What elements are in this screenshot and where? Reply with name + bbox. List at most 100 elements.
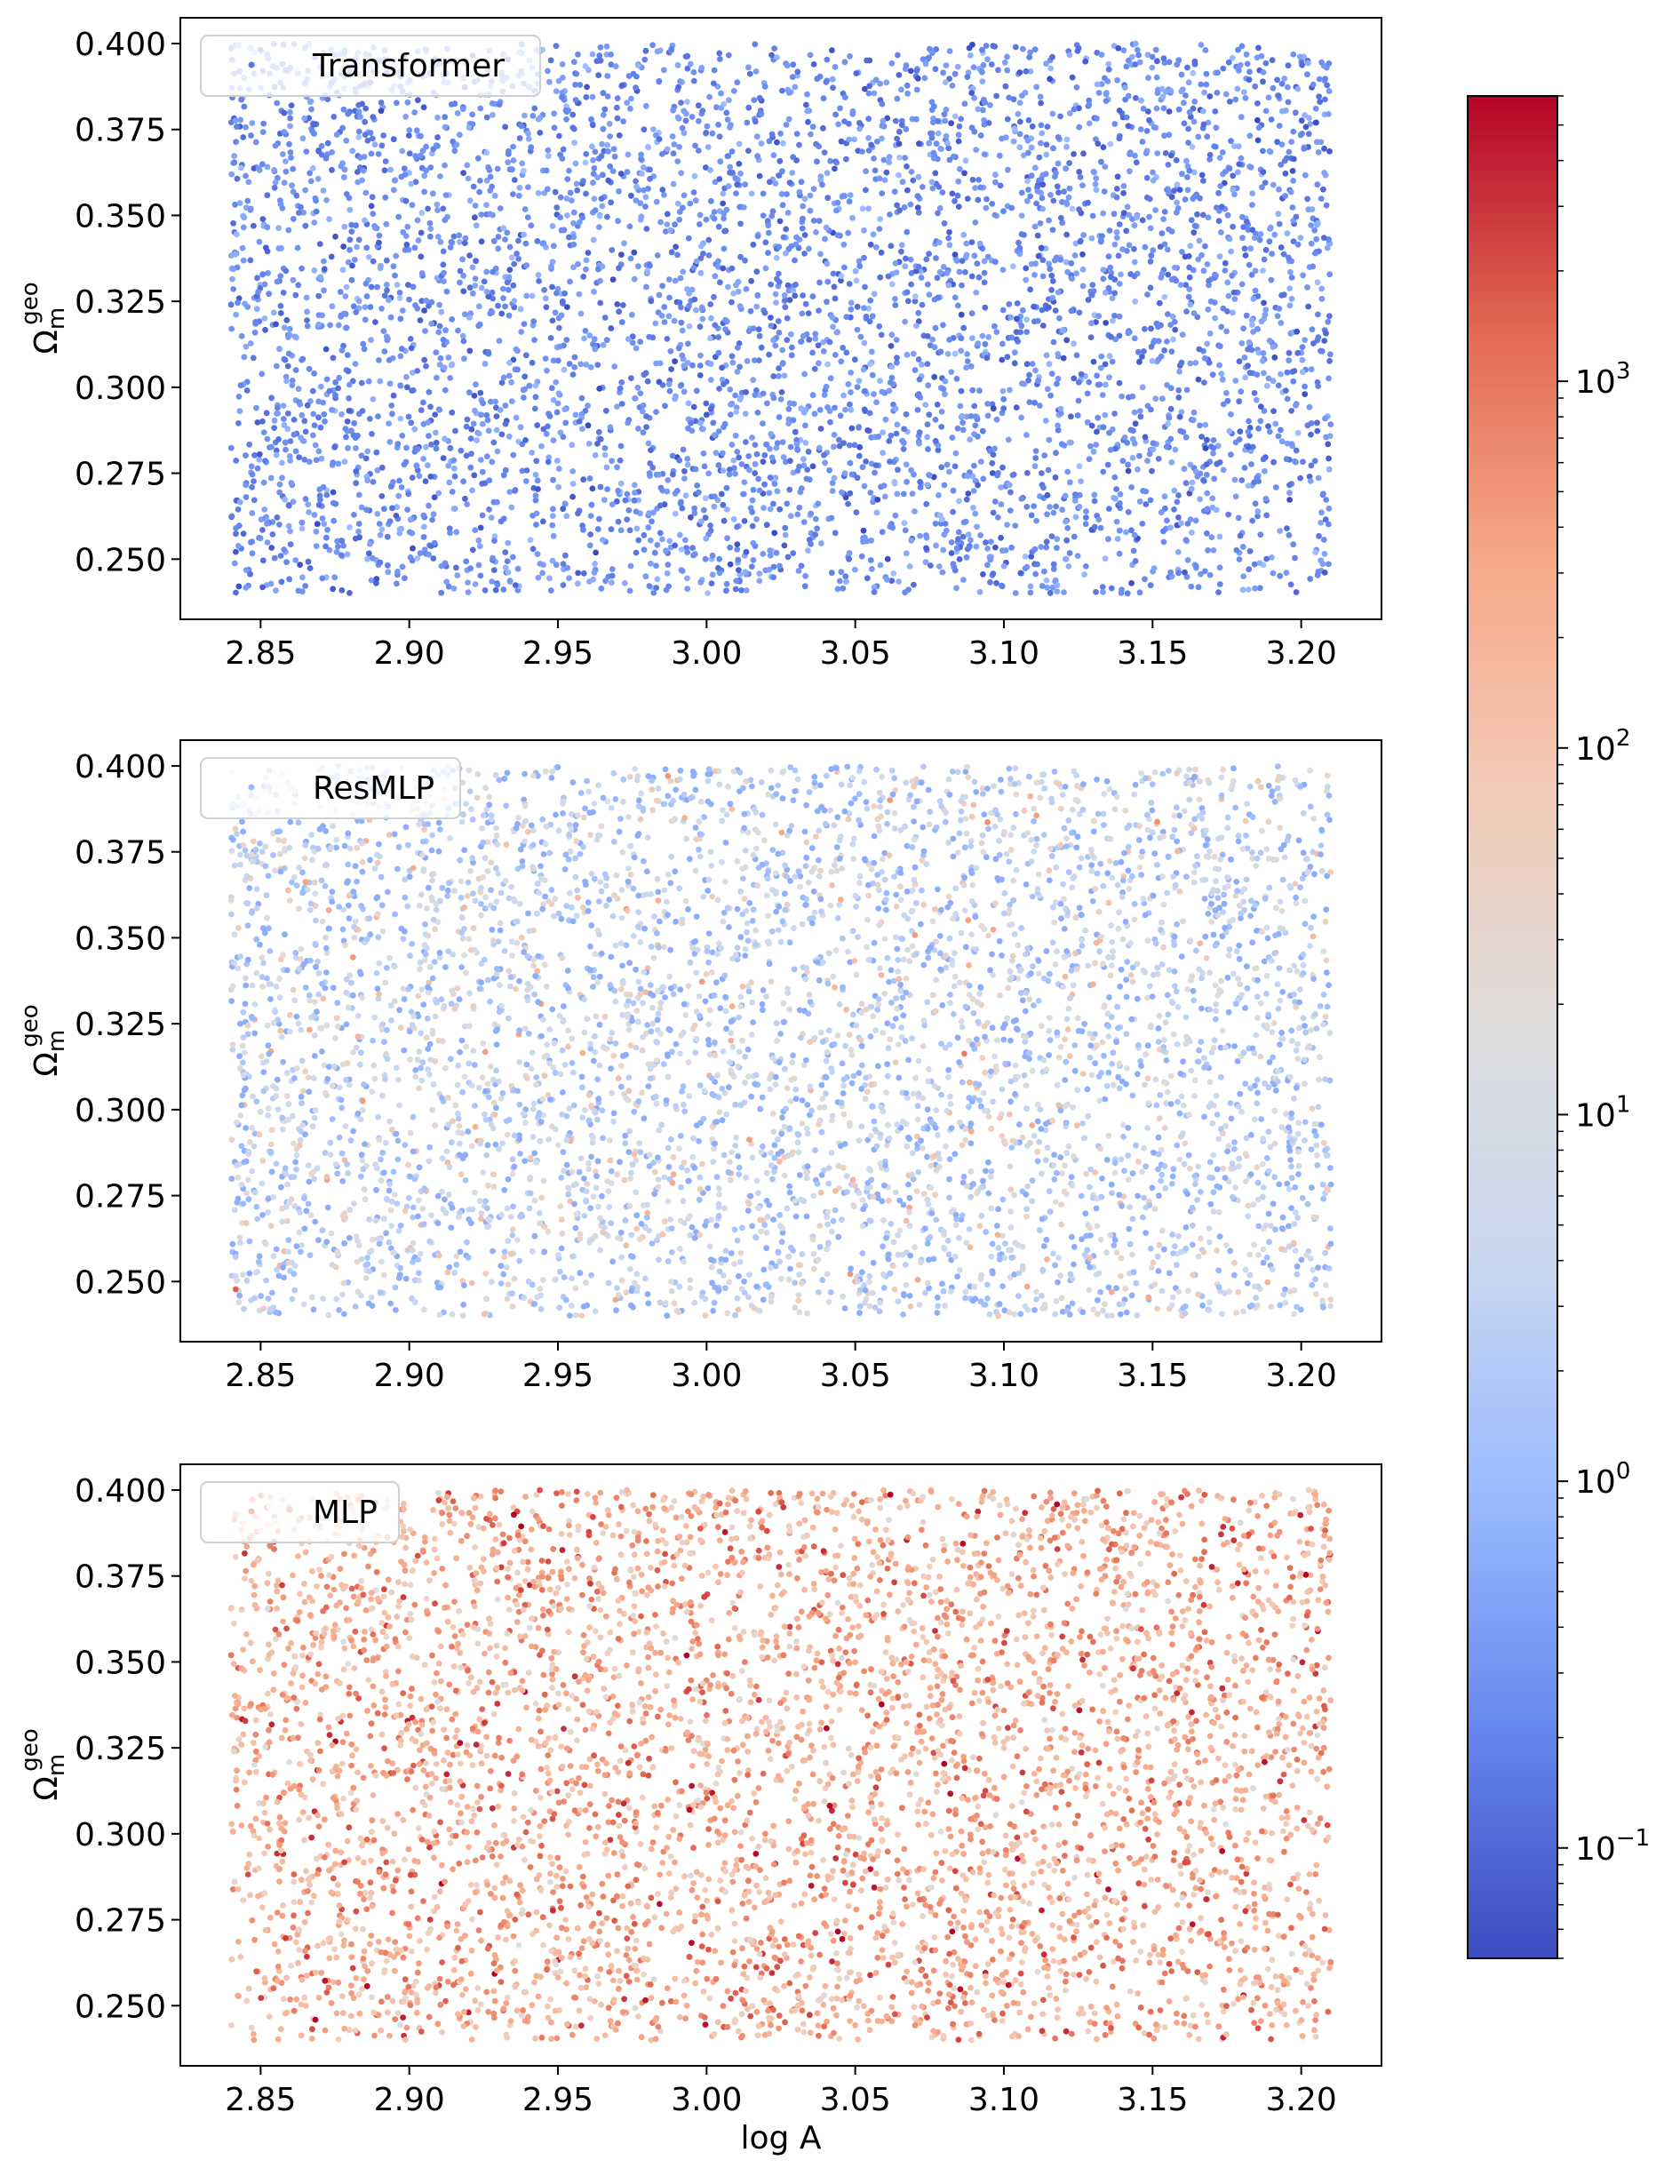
scatter-point <box>1119 393 1125 400</box>
scatter-point <box>615 487 622 494</box>
scatter-point <box>861 339 868 347</box>
scatter-point <box>522 206 529 212</box>
scatter-point <box>1165 271 1172 278</box>
scatter-point <box>375 151 382 157</box>
scatter-point <box>1063 337 1071 344</box>
scatter-point <box>405 132 412 139</box>
scatter-point <box>1031 546 1039 553</box>
scatter-point <box>1322 76 1328 83</box>
scatter-point <box>868 566 875 572</box>
scatter-point <box>1114 536 1121 542</box>
scatter-point <box>1144 291 1151 298</box>
scatter-point <box>506 274 513 281</box>
scatter-point <box>428 441 434 448</box>
scatter-point <box>462 495 468 502</box>
scatter-point <box>243 584 250 591</box>
scatter-point <box>758 140 765 147</box>
scatter-point <box>343 137 350 144</box>
scatter-point <box>456 232 463 239</box>
scatter-point <box>1102 289 1109 296</box>
scatter-point <box>843 155 849 163</box>
scatter-point <box>936 239 943 246</box>
scatter-point <box>335 460 342 467</box>
scatter-point <box>958 335 965 342</box>
scatter-point <box>591 288 597 295</box>
scatter-point <box>363 506 370 514</box>
scatter-point <box>243 172 249 179</box>
scatter-point <box>1062 492 1069 499</box>
scatter-point <box>590 156 596 163</box>
scatter-point <box>931 344 938 351</box>
scatter-point <box>235 583 243 590</box>
scatter-point <box>355 108 362 116</box>
scatter-point <box>674 488 681 494</box>
scatter-point <box>262 326 268 333</box>
scatter-point <box>286 576 292 583</box>
scatter-point <box>378 100 385 106</box>
scatter-point <box>847 490 854 497</box>
scatter-point <box>351 419 358 426</box>
scatter-point <box>433 445 440 452</box>
scatter-point <box>1251 561 1258 568</box>
scatter-point <box>1098 237 1104 244</box>
scatter-point <box>609 572 616 579</box>
scatter-point <box>589 122 596 129</box>
scatter-point <box>1134 214 1140 221</box>
scatter-point <box>915 392 922 399</box>
scatter-point <box>898 122 905 129</box>
scatter-point <box>332 379 338 386</box>
scatter-point <box>275 410 281 417</box>
scatter-point <box>248 463 255 470</box>
scatter-point <box>767 547 773 554</box>
scatter-point <box>486 506 492 513</box>
scatter-point <box>960 231 967 238</box>
scatter-point <box>276 481 283 488</box>
scatter-point <box>1226 235 1233 243</box>
scatter-point <box>348 276 355 283</box>
scatter-point <box>823 224 830 231</box>
scatter-point <box>408 345 415 352</box>
scatter-point <box>816 279 823 286</box>
scatter-point <box>1066 110 1073 116</box>
scatter-point <box>934 275 941 282</box>
scatter-point <box>457 267 464 275</box>
scatter-point <box>506 578 514 585</box>
scatter-point <box>345 444 351 451</box>
scatter-point <box>580 476 587 483</box>
scatter-point <box>646 333 653 340</box>
scatter-point <box>699 108 706 114</box>
scatter-point <box>522 437 529 443</box>
scatter-point <box>672 358 678 365</box>
scatter-point <box>460 338 467 345</box>
scatter-point <box>281 109 288 116</box>
scatter-point <box>384 533 391 540</box>
scatter-point <box>592 561 598 567</box>
scatter-point <box>941 482 948 489</box>
scatter-point <box>274 100 281 107</box>
scatter-point <box>1286 490 1293 497</box>
scatter-point <box>1262 467 1268 474</box>
scatter-point <box>881 493 888 500</box>
scatter-point <box>447 375 453 381</box>
scatter-point <box>721 211 728 217</box>
scatter-point <box>358 452 365 459</box>
scatter-point <box>1047 589 1054 596</box>
scatter-point <box>642 573 649 580</box>
scatter-point <box>743 587 750 594</box>
scatter-point <box>518 329 525 335</box>
scatter-point <box>423 297 430 304</box>
scatter-point <box>1252 287 1259 294</box>
scatter-point <box>1160 538 1167 546</box>
scatter-point <box>935 447 942 453</box>
scatter-point <box>770 152 777 159</box>
scatter-point <box>573 70 580 77</box>
scatter-point <box>1094 49 1101 56</box>
scatter-point <box>926 54 932 61</box>
scatter-point <box>447 530 453 537</box>
scatter-point <box>812 531 818 538</box>
scatter-point <box>466 389 473 396</box>
panel-transformer: 2.85 2.90 2.95 3.00 3.05 3.10 3.15 3.20 0.2500.… <box>17 17 1382 672</box>
scatter-point <box>1175 514 1182 521</box>
scatter-point <box>725 183 732 189</box>
scatter-point <box>271 167 277 173</box>
